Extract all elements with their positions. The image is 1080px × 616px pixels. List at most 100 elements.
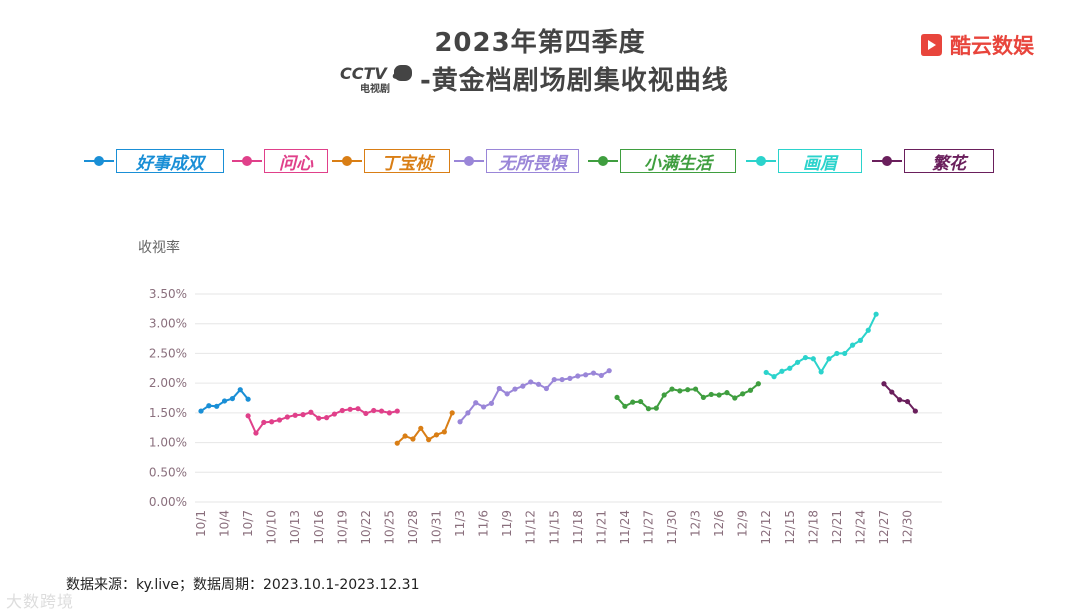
data-point [284,414,290,420]
data-point [645,406,652,412]
legend-marker-icon [332,155,362,167]
data-point [630,399,636,405]
series-问心 [245,406,400,436]
data-point [897,397,903,403]
data-point [535,381,542,387]
x-tick-label: 11/12 [524,510,538,545]
data-point [245,413,251,419]
y-tick-layer: 0.00% 0.50% 1.00% 1.50% 2.00% 2.50% 3.00% 3.50% [149,287,187,509]
x-tick-label: 10/28 [406,510,420,545]
data-point [685,387,691,393]
legend-item: 问心 [232,147,328,175]
x-tick-label: 12/24 [853,510,867,545]
data-point [567,375,573,381]
x-tick-label: 10/19 [335,510,349,545]
legend-item: 小满生活 [588,147,736,175]
legend-label: 繁花 [904,149,994,174]
data-point [849,342,856,348]
data-point [724,390,730,396]
legend-marker-icon [454,155,484,167]
data-point [575,373,581,379]
data-point [378,408,385,414]
data-point [237,387,243,393]
data-point [229,395,235,402]
data-point [418,425,424,431]
x-tick-label: 12/12 [759,510,773,545]
legend-item: 好事成双 [84,147,224,175]
data-point [598,372,604,379]
data-point [473,400,479,406]
series-小满生活 [614,381,761,412]
legend-marker-icon [872,155,902,167]
legend-item: 繁花 [872,147,994,175]
data-point [214,403,220,409]
data-point [206,403,212,409]
data-point [324,415,330,421]
data-point [457,419,463,425]
series-无所畏惧 [457,368,612,425]
series-丁宝桢 [394,410,455,446]
data-point [653,405,659,411]
watermark: 大数跨境 [6,592,75,611]
data-point [198,408,204,414]
data-point [787,365,793,371]
x-tick-label: 12/15 [783,510,797,545]
x-tick-label: 10/1 [194,510,208,537]
data-point [308,409,314,415]
data-point [481,404,487,410]
data-point [371,407,377,414]
data-point [677,388,683,394]
data-point [253,430,259,436]
legend-marker-icon [232,155,262,167]
legend-label: 画眉 [778,149,862,174]
data-point [904,398,911,405]
x-tick-label: 10/13 [288,510,302,545]
data-point [245,396,251,402]
data-point [802,354,809,361]
data-point [410,436,416,442]
legend-label: 问心 [264,149,328,174]
data-point [583,372,589,378]
data-point [842,350,848,357]
legend-item: 画眉 [746,147,862,175]
data-point [543,385,550,392]
x-tick-label: 11/21 [594,510,608,545]
data-point [551,376,557,383]
series-line [459,369,610,423]
data-point [763,369,769,376]
data-point [700,394,707,401]
x-tick-label: 10/7 [241,510,255,537]
x-tick-label: 12/9 [736,510,750,537]
data-point [740,391,746,397]
data-point [614,394,620,401]
legend-marker-icon [746,155,776,167]
title-line-2: -黄金档剧场剧集收视曲线 [420,65,729,96]
data-point [638,398,644,405]
y-axis-label: 收视率 [138,240,180,256]
data-point [261,419,267,425]
data-point [669,386,675,392]
x-tick-label: 12/27 [877,510,891,545]
title-line-1: 2023年第四季度 [434,28,646,58]
data-point [779,368,785,374]
legend-item: 丁宝桢 [332,147,450,175]
legend-item: 无所畏惧 [454,147,579,175]
data-point [316,415,322,421]
y-tick-label: 2.50% [149,346,187,360]
x-tick-label: 11/6 [477,510,491,537]
data-point [771,374,777,380]
y-tick-label: 0.00% [149,495,187,509]
data-source-note: 数据来源：ky.live；数据周期：2023.10.1-2023.12.31 [66,577,420,593]
data-point [426,437,432,443]
x-tick-label: 12/30 [901,510,915,545]
data-point [276,417,283,423]
data-point [292,412,298,418]
data-point [269,419,275,425]
title-line-2-row: CCTV 8 电视剧 -黄金档剧场剧集收视曲线 [340,60,729,96]
data-point [747,387,754,393]
data-point [708,391,714,398]
data-point [363,410,369,417]
legend-label: 小满生活 [620,149,736,174]
data-point [716,392,722,398]
